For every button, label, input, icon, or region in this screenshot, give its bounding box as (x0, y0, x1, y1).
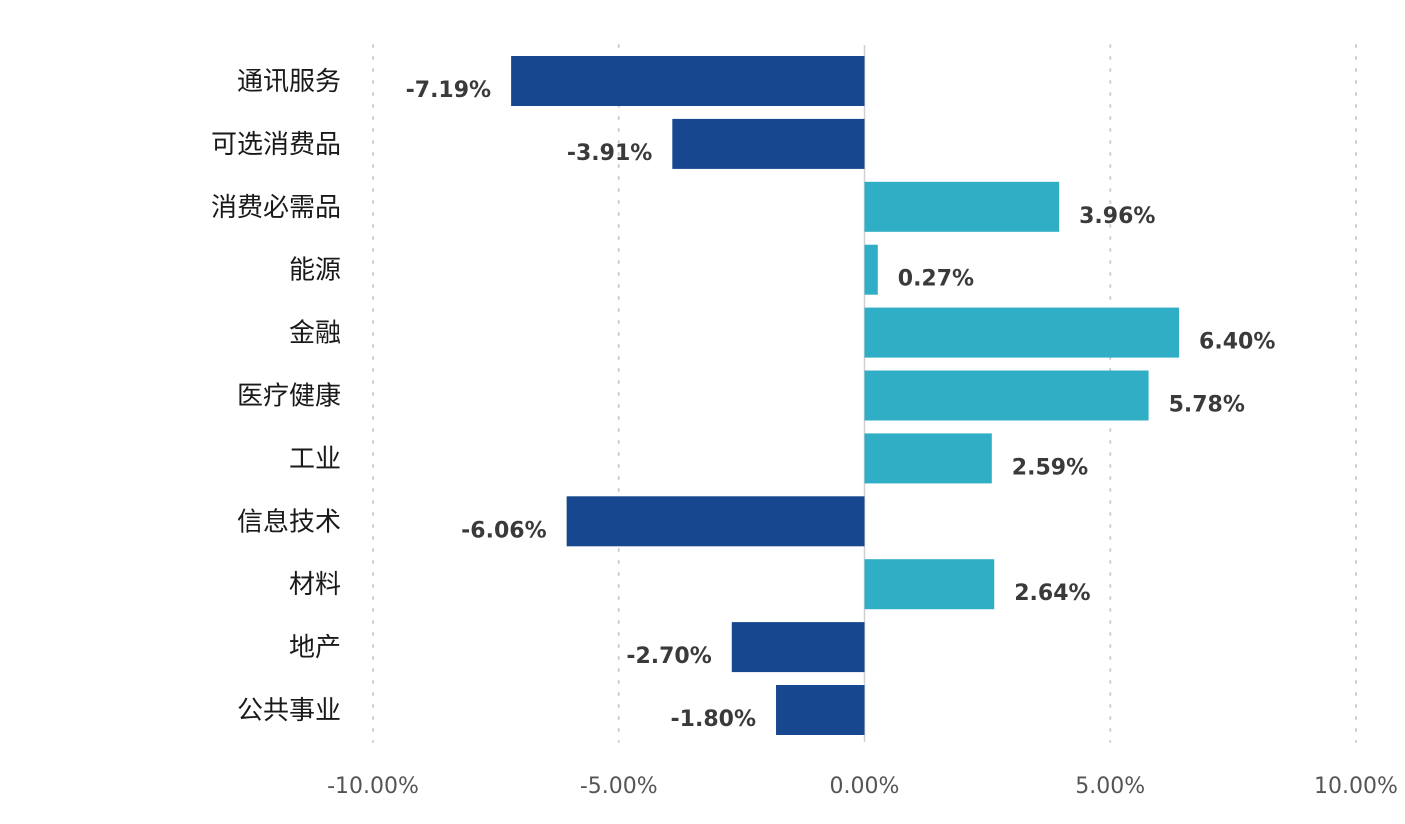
category-label: 可选消费品 (211, 130, 341, 160)
bar (731, 622, 865, 673)
x-axis-tick-labels: -10.00% -5.00% 0.00% 5.00% 10.00% (327, 774, 1398, 799)
category-label: 地产 (289, 633, 341, 663)
category-label: 通讯服务 (237, 67, 341, 97)
category-label: 消费必需品 (211, 193, 341, 223)
category-label: 能源 (289, 256, 341, 286)
data-label: -1.80% (671, 707, 756, 732)
category-label: 材料 (289, 570, 341, 600)
x-tick-label: -10.00% (327, 774, 419, 799)
bar (864, 181, 1060, 232)
data-label: -2.70% (626, 644, 711, 669)
data-label: 5.78% (1169, 393, 1245, 418)
x-tick-label: -5.00% (580, 774, 658, 799)
category-label: 医疗健康 (237, 382, 341, 412)
x-tick-label: 0.00% (830, 774, 900, 799)
bar (566, 496, 865, 547)
bar (864, 370, 1149, 421)
data-label: 2.64% (1014, 581, 1090, 606)
category-label: 公共事业 (237, 696, 341, 726)
data-labels: -7.19% -3.91% 3.96% 0.27% 6.40% 5.78% 2.59% -6.… (406, 78, 1276, 732)
bar (864, 559, 995, 610)
data-label: 6.40% (1199, 330, 1275, 355)
category-label: 信息技术 (237, 507, 341, 537)
x-tick-label: 10.00% (1314, 774, 1398, 799)
bar (776, 685, 865, 735)
data-label: 2.59% (1012, 455, 1088, 480)
data-label: -7.19% (406, 78, 491, 103)
data-label: 3.96% (1079, 204, 1155, 229)
bar (511, 56, 865, 106)
bar (864, 307, 1180, 358)
category-label: 工业 (289, 444, 341, 474)
data-label: -3.91% (567, 141, 652, 166)
bar (864, 433, 992, 484)
category-label: 金融 (289, 319, 341, 349)
bar-series (511, 56, 1180, 735)
data-label: -6.06% (461, 518, 546, 543)
bar (672, 118, 865, 169)
data-label: 0.27% (898, 267, 974, 292)
bar (864, 244, 878, 295)
x-tick-label: 5.00% (1075, 774, 1145, 799)
